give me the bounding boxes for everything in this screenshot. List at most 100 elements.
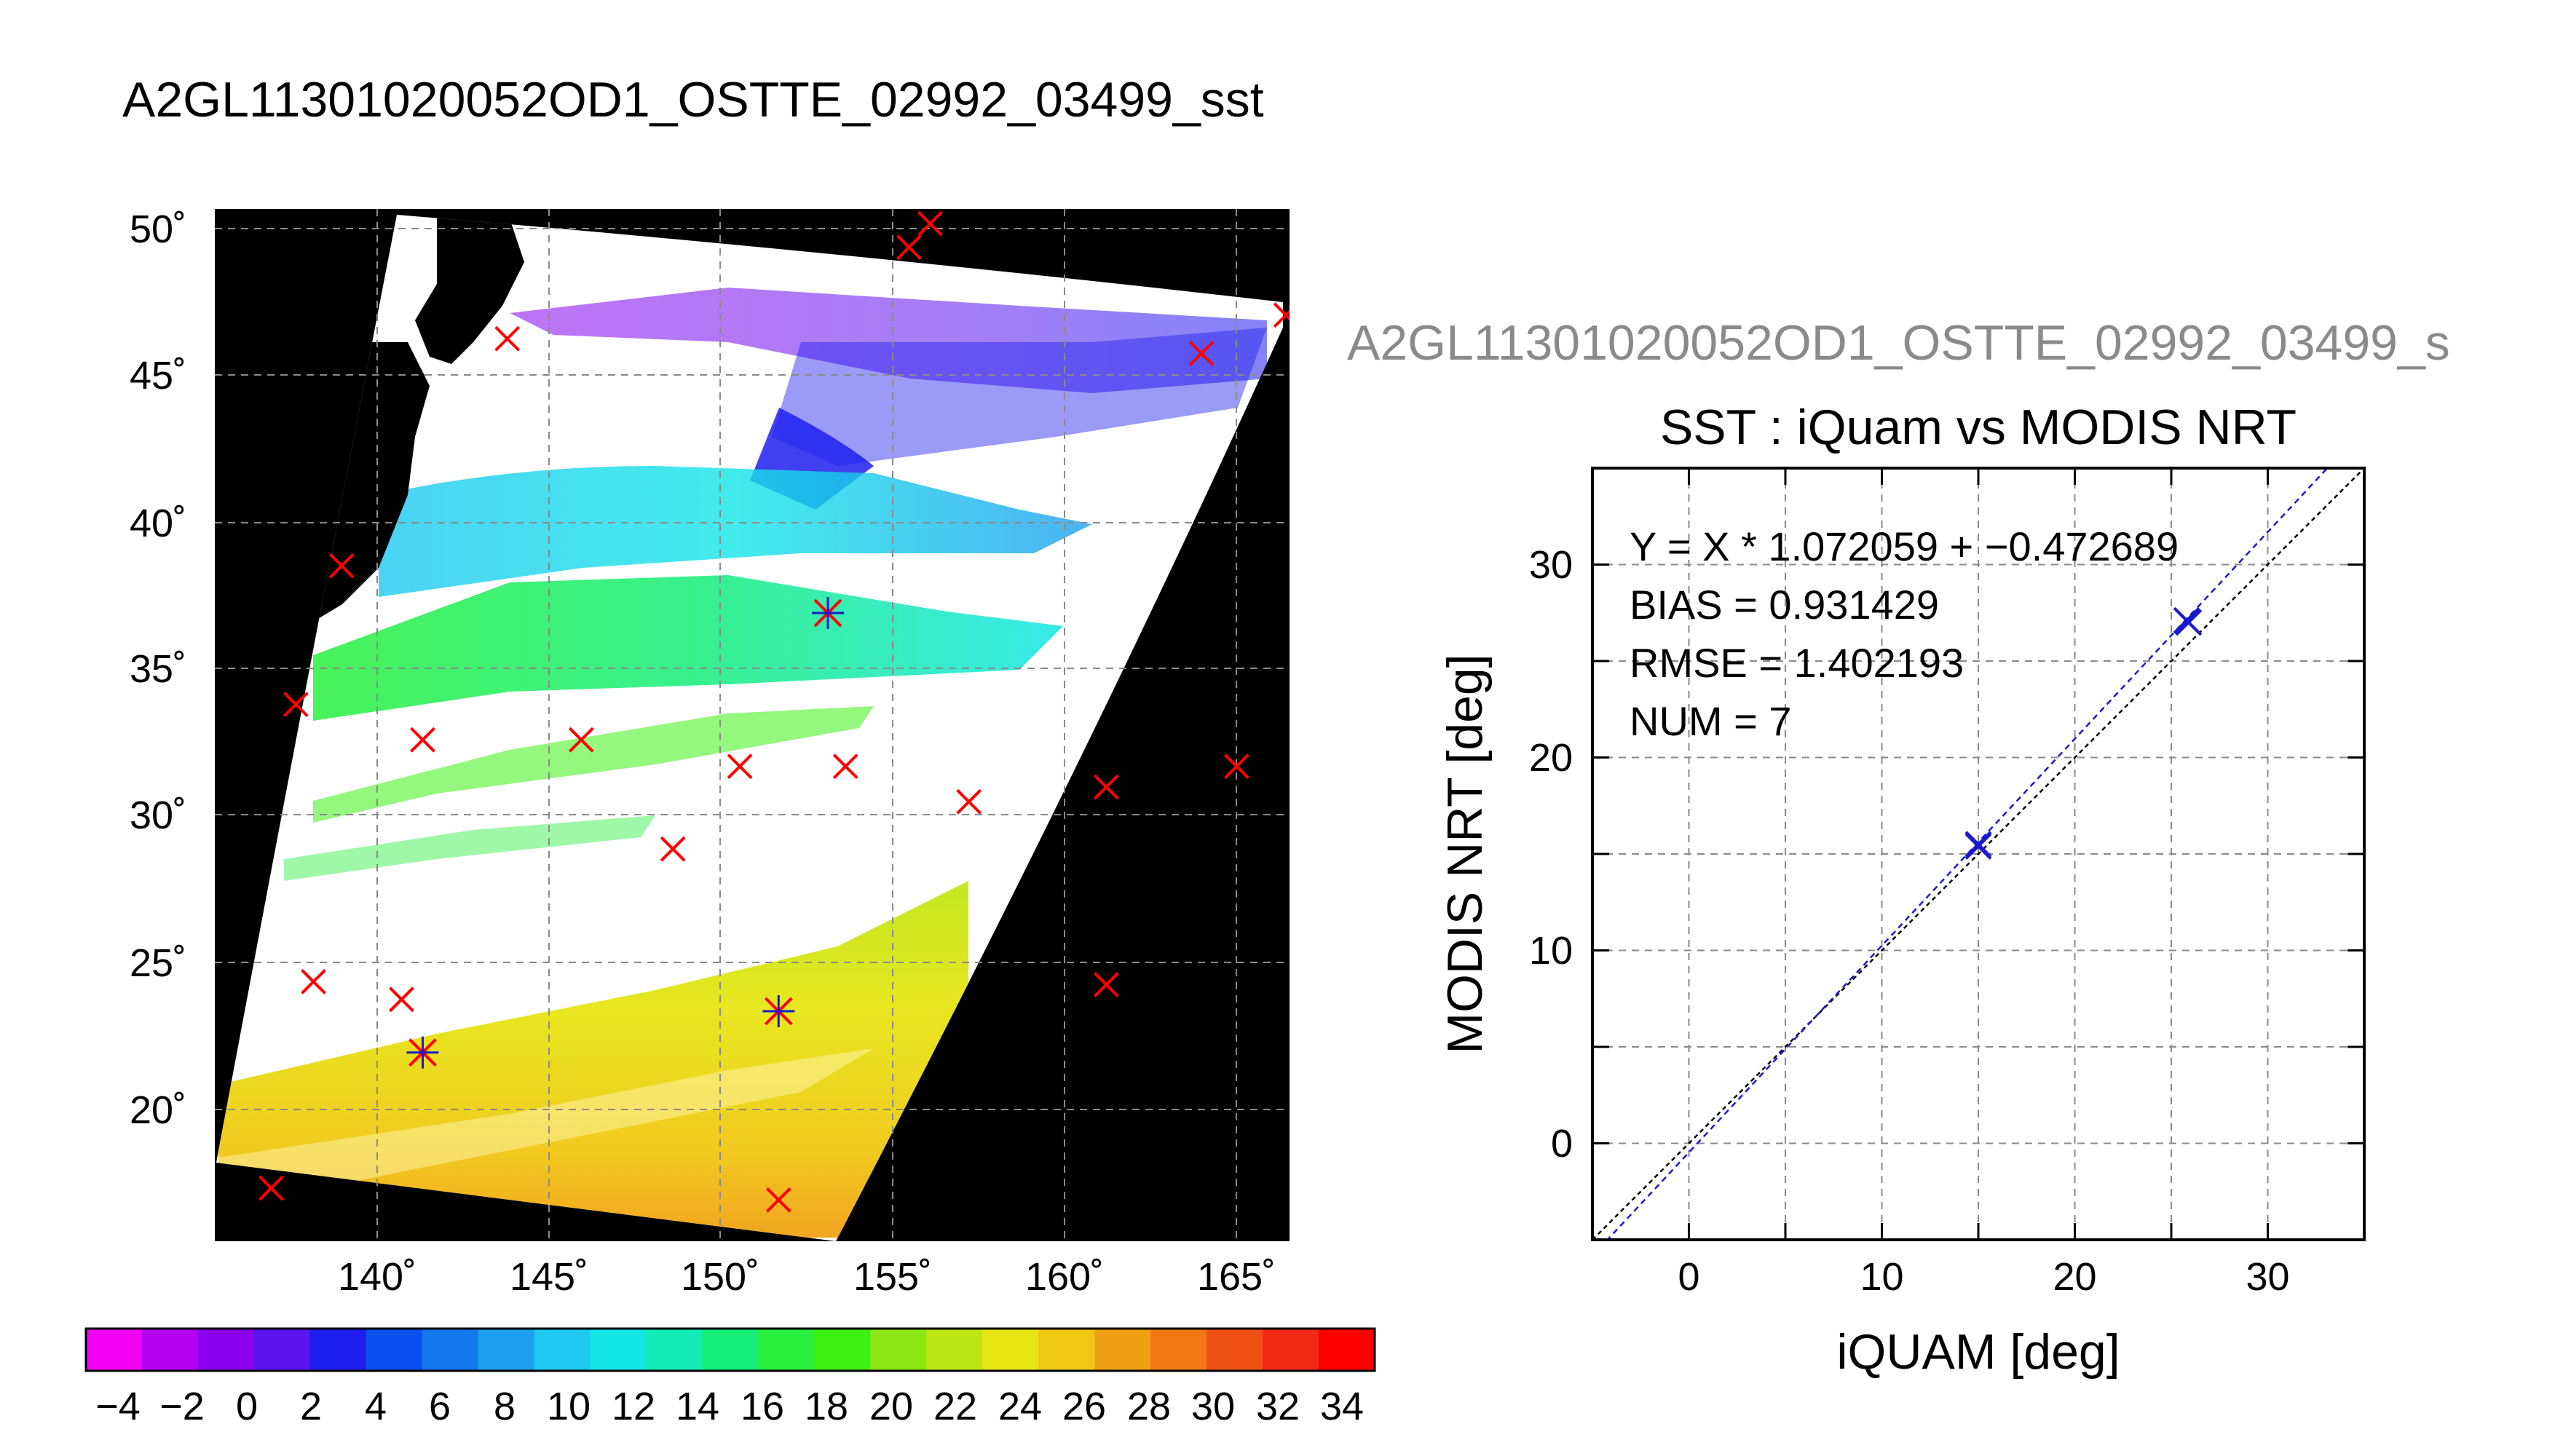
fit-equation: Y = X * 1.072059 + −0.472689 <box>1630 523 2179 569</box>
bias-value: BIAS = 0.931429 <box>1630 582 1939 628</box>
collocated-marker <box>762 994 795 1027</box>
x-tick-label: 20 <box>2053 1255 2096 1299</box>
x-tick-label: 10 <box>1860 1255 1903 1299</box>
matchup-marker <box>328 553 355 579</box>
colorbar-tick-label: 30 <box>1191 1385 1235 1428</box>
colorbar-tick-label: 26 <box>1062 1385 1106 1428</box>
scatter-lines <box>1592 468 2364 1240</box>
scatter-stats: Y = X * 1.072059 + −0.472689 BIAS = 0.93… <box>1630 523 2179 744</box>
colorbar-frame <box>84 1327 1376 1372</box>
map-panel: 50˚ 45˚ 40˚ 35˚ 30˚ 25˚ 20˚ 140˚ 145˚ 15… <box>130 207 1290 1299</box>
colorbar-cell <box>590 1329 647 1371</box>
colorbar-tick-label: 12 <box>612 1385 655 1428</box>
scatter-frame-ticks <box>1592 468 2364 1240</box>
colorbar-tick-label: 10 <box>547 1385 591 1428</box>
scatter-point <box>2173 606 2200 634</box>
colorbar-tick-label: 0 <box>236 1385 258 1428</box>
one-to-one-line <box>1592 468 2364 1240</box>
swath-green-streak-1 <box>313 706 874 823</box>
scatter-y-axis-label: MODIS NRT [deg] <box>1437 654 1493 1053</box>
scatter-x-tick-labels: 0 10 20 30 <box>1678 1255 2289 1299</box>
matchup-marker <box>727 753 753 780</box>
matchup-marker <box>283 692 309 718</box>
matchup-marker <box>1188 341 1215 366</box>
swath-green-band <box>313 575 1063 721</box>
colorbar-tick-labels: −4 −2 0 2 4 6 8 10 12 14 16 18 20 22 24 … <box>95 1385 1364 1428</box>
map-lon-tick-labels: 140˚ 145˚ 150˚ 155˚ 160˚ 165˚ <box>338 1255 1276 1299</box>
colorbar-cell <box>926 1329 983 1371</box>
colorbar-cell <box>366 1329 423 1371</box>
colorbar-cell <box>758 1329 816 1371</box>
colorbar-cell <box>702 1329 759 1371</box>
matchup-marker <box>1273 302 1290 328</box>
lon-tick-label: 145˚ <box>510 1255 588 1299</box>
lon-tick-label: 155˚ <box>853 1255 932 1299</box>
colorbar-cell <box>1150 1329 1207 1371</box>
scatter-subtitle: A2GL11301020052OD1_OSTTE_02992_03499_s <box>1347 315 2450 371</box>
colorbar-tick-label: 6 <box>429 1385 451 1428</box>
colorbar-cell <box>982 1329 1039 1371</box>
scatter-grid <box>1592 468 2364 1240</box>
colorbar-tick-label: 2 <box>300 1385 322 1428</box>
collocated-marker <box>406 1036 439 1069</box>
colorbar-cell <box>309 1329 367 1371</box>
colorbar-tick-label: 16 <box>741 1385 784 1428</box>
colorbar-cell <box>197 1329 255 1371</box>
matchup-marker <box>896 234 922 261</box>
lat-tick-label: 40˚ <box>130 502 186 545</box>
y-tick-label: 30 <box>1529 543 1573 587</box>
num-value: NUM = 7 <box>1630 698 1792 744</box>
colorbar-cell <box>1038 1329 1095 1371</box>
colorbar-cell <box>870 1329 927 1371</box>
matchup-marker <box>765 1187 791 1213</box>
colorbar-cell <box>1207 1329 1263 1371</box>
colorbar-cell <box>141 1329 199 1371</box>
lon-tick-label: 140˚ <box>338 1255 416 1299</box>
matchup-marker <box>832 753 858 780</box>
lon-tick-label: 165˚ <box>1197 1255 1276 1299</box>
lat-tick-label: 45˚ <box>130 354 186 397</box>
colorbar-tick-label: 8 <box>494 1385 516 1428</box>
colorbar-cell <box>253 1329 311 1371</box>
matchup-marker <box>660 836 686 862</box>
scatter-point <box>1964 832 1992 860</box>
colorbar: −4 −2 0 2 4 6 8 10 12 14 16 18 20 22 24 … <box>84 1327 1376 1428</box>
lat-tick-label: 25˚ <box>130 941 186 985</box>
matchup-marker <box>917 210 943 237</box>
colorbar-tick-label: 22 <box>933 1385 977 1428</box>
scatter-title: SST : iQuam vs MODIS NRT <box>1660 400 2297 455</box>
colorbar-tick-label: 4 <box>365 1385 387 1428</box>
matchup-marker <box>494 325 521 352</box>
colorbar-cells <box>86 1329 1375 1371</box>
colorbar-tick-label: −4 <box>95 1385 141 1428</box>
main-title: A2GL11301020052OD1_OSTTE_02992_03499_sst <box>122 72 1264 127</box>
matchup-marker <box>568 727 594 753</box>
map-markers <box>258 210 1290 1213</box>
lon-tick-label: 160˚ <box>1025 1255 1104 1299</box>
rmse-value: RMSE = 1.402193 <box>1630 640 1964 686</box>
lat-tick-label: 30˚ <box>130 794 186 837</box>
colorbar-cell <box>422 1329 479 1371</box>
y-tick-label: 0 <box>1551 1122 1573 1166</box>
matchup-marker <box>1093 774 1119 800</box>
colorbar-tick-label: −2 <box>159 1385 205 1428</box>
colorbar-tick-label: 18 <box>805 1385 848 1428</box>
colorbar-cell <box>646 1329 703 1371</box>
colorbar-tick-label: 14 <box>676 1385 719 1428</box>
colorbar-tick-label: 34 <box>1320 1385 1364 1428</box>
x-tick-label: 30 <box>2246 1255 2289 1299</box>
colorbar-cell <box>534 1329 591 1371</box>
colorbar-cell <box>1263 1329 1319 1371</box>
lat-tick-label: 50˚ <box>130 207 186 251</box>
colorbar-tick-label: 20 <box>869 1385 913 1428</box>
map-lat-tick-labels: 50˚ 45˚ 40˚ 35˚ 30˚ 25˚ 20˚ <box>130 207 186 1132</box>
colorbar-cell <box>1319 1329 1375 1371</box>
colorbar-cell <box>1094 1329 1151 1371</box>
y-tick-label: 10 <box>1529 929 1573 973</box>
matchup-marker <box>258 1175 284 1201</box>
colorbar-cell <box>86 1329 143 1371</box>
swath-cyan-band <box>379 466 1092 597</box>
colorbar-tick-label: 32 <box>1256 1385 1300 1428</box>
collocated-marker <box>812 597 845 630</box>
